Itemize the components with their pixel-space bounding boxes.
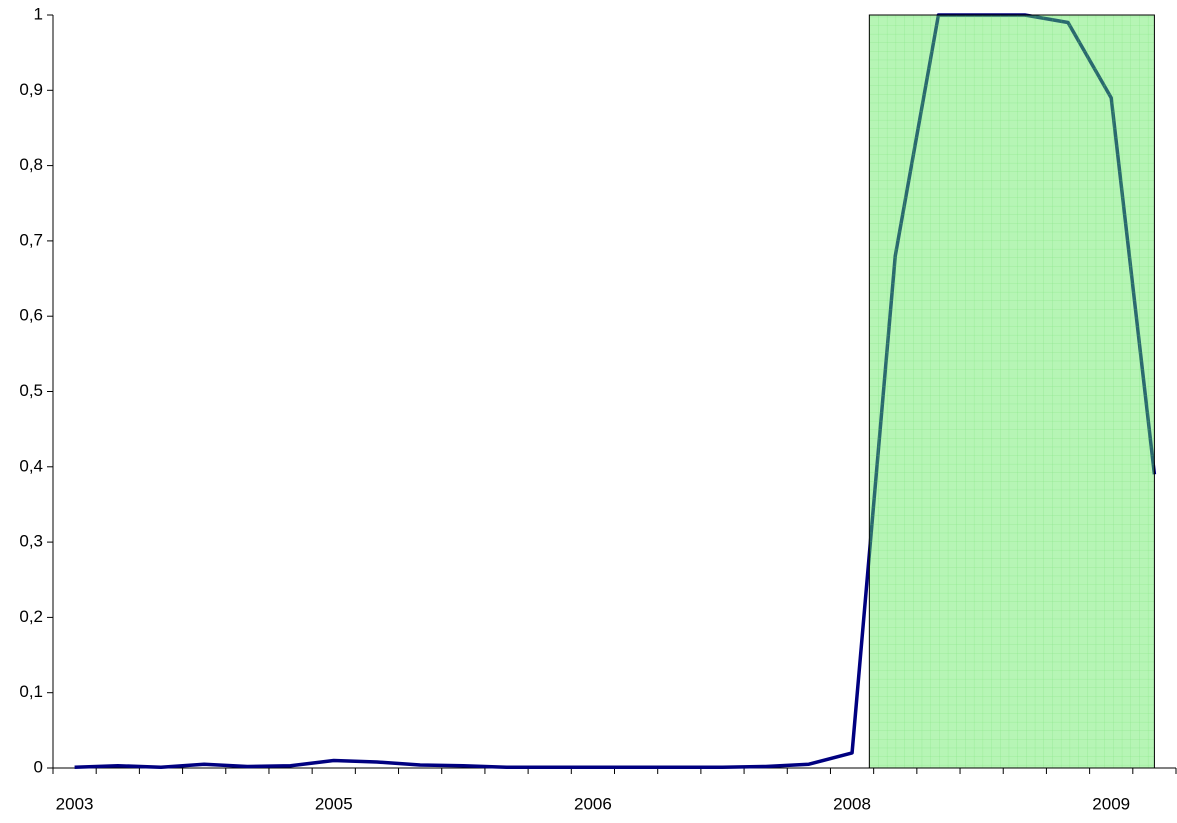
y-tick-label: 0,2 xyxy=(19,607,43,626)
y-tick-label: 0,8 xyxy=(19,155,43,174)
highlight-border xyxy=(868,14,1155,769)
y-tick-label: 0,5 xyxy=(19,381,43,400)
y-tick-label: 0,1 xyxy=(19,682,43,701)
y-tick-label: 0,7 xyxy=(19,230,43,249)
x-tick-label: 2006 xyxy=(574,794,612,813)
x-tick-label: 2005 xyxy=(315,794,353,813)
x-tick-label: 2008 xyxy=(833,794,871,813)
x-tick-label: 2003 xyxy=(56,794,94,813)
y-tick-label: 1 xyxy=(34,4,43,23)
x-tick-label: 2009 xyxy=(1092,794,1130,813)
y-tick-label: 0 xyxy=(34,757,43,776)
y-tick-label: 0,4 xyxy=(19,456,43,475)
highlight-grid xyxy=(869,15,1155,768)
overlay-layer xyxy=(868,14,1155,769)
y-tick-label: 0,6 xyxy=(19,306,43,325)
y-tick-label: 0,3 xyxy=(19,532,43,551)
y-tick-label: 0,9 xyxy=(19,80,43,99)
